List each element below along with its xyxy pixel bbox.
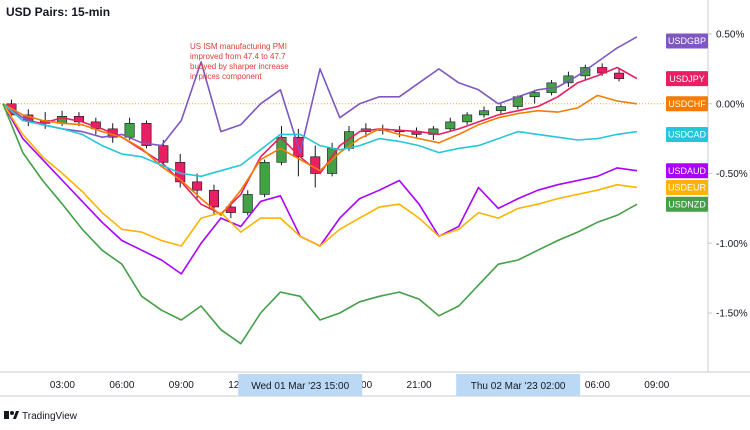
tradingview-logo-icon [4,411,19,419]
candle-body [192,181,203,191]
candle-31 [529,89,540,104]
annotation-line-4: in prices component [190,72,262,81]
badge-label: USDAUD [668,166,707,176]
candle-body [242,194,253,213]
badge-background [666,163,708,179]
candle-36 [614,68,625,82]
candle-body [141,122,152,146]
candle-body [428,128,439,135]
badge-usdeur: USDEUR [666,179,708,195]
candle-body [310,156,321,174]
x-highlight-box-0 [238,374,363,396]
series-lines [0,36,708,345]
candle-body [124,122,135,138]
time-axis-highlights: Wed 01 Mar '23 15:00 Thu 02 Mar '23 02:00 [238,374,581,396]
annotation-note: US ISM manufacturing PMI improved from 4… [190,42,289,81]
badge-background [666,126,708,142]
candle-body [580,67,591,77]
badge-label: USDGBP [668,36,706,46]
x-tick-label: 09:00 [644,380,669,391]
series-line-usdchf [2,94,638,217]
annotation-line-3: buoyed by sharper increase [190,62,289,71]
x-highlight-box-1 [456,374,581,396]
candle-27 [462,112,473,125]
badge-label: USDEUR [668,183,707,193]
x-tick-label: 21:00 [407,380,432,391]
x-tick-label: 06:00 [109,380,134,391]
x-highlight-label-1: Thu 02 Mar '23 02:00 [471,381,566,392]
chart-title: USD Pairs: 15-min [6,5,110,19]
y-tick-label: -0.50% [716,169,748,180]
badge-background [666,33,708,49]
x-tick-label: 06:00 [585,380,610,391]
candle-26 [445,117,456,132]
series-line-usdgbp [2,36,638,154]
candle-body [495,106,506,112]
tradingview-logo[interactable]: TradingView [4,411,78,422]
badge-background [666,96,708,112]
badge-usdnzd: USDNZD [666,196,708,212]
tradingview-logo-text: TradingView [22,411,78,422]
candle-body [479,110,490,116]
y-tick-label: -1.00% [716,239,748,250]
candle-body [462,114,473,123]
badge-usdaud: USDAUD [666,163,708,179]
series-line-usdeur [2,103,638,247]
series-line-usdnzd [2,103,638,345]
candle-14 [242,190,253,216]
badge-usdchf: USDCHF [666,96,708,112]
candle-body [445,121,456,130]
annotation-line-1: US ISM manufacturing PMI [190,42,287,51]
candle-29 [495,103,506,114]
candle-34 [580,64,591,81]
badge-label: USDJPY [669,74,705,84]
candle-body [563,75,574,84]
badge-label: USDNZD [668,199,706,209]
y-tick-label: 0.00% [716,99,744,110]
price-axis: 0.50% 0.00% -0.50% -1.00% -1.50% [708,30,748,320]
y-tick-label: -1.50% [716,309,748,320]
badge-background [666,179,708,195]
y-tick-label: 0.50% [716,30,744,41]
badge-label: USDCAD [668,130,707,140]
candle-body [529,92,540,98]
candle-body [208,189,219,208]
series-line-usdcad [2,103,638,178]
x-highlight-label-0: Wed 01 Mar '23 15:00 [251,381,349,392]
badge-usdcad: USDCAD [666,126,708,142]
x-tick-label: 03:00 [50,380,75,391]
annotation-line-2: improved from 47.4 to 47.7 [190,52,286,61]
badge-background [666,71,708,87]
x-tick-label: 09:00 [169,380,194,391]
badge-usdgbp: USDGBP [666,33,708,49]
series-line-usdjpy [2,66,638,215]
candle-body [259,162,270,195]
candle-28 [479,106,490,118]
badge-label: USDCHF [668,99,706,109]
badge-background [666,196,708,212]
candle-body [158,145,169,163]
series-legend-badges: USDGBP USDJPY USDCHF USDCAD USDAUD USDEUR USDN… [666,33,708,212]
candle-15 [259,159,270,198]
candle-body [614,72,625,79]
candle-33 [563,71,574,88]
badge-usdjpy: USDJPY [666,71,708,87]
